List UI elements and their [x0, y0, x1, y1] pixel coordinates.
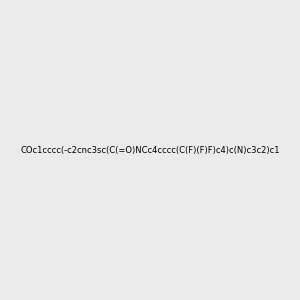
Text: COc1cccc(-c2cnc3sc(C(=O)NCc4cccc(C(F)(F)F)c4)c(N)c3c2)c1: COc1cccc(-c2cnc3sc(C(=O)NCc4cccc(C(F)(F)…	[20, 146, 280, 154]
